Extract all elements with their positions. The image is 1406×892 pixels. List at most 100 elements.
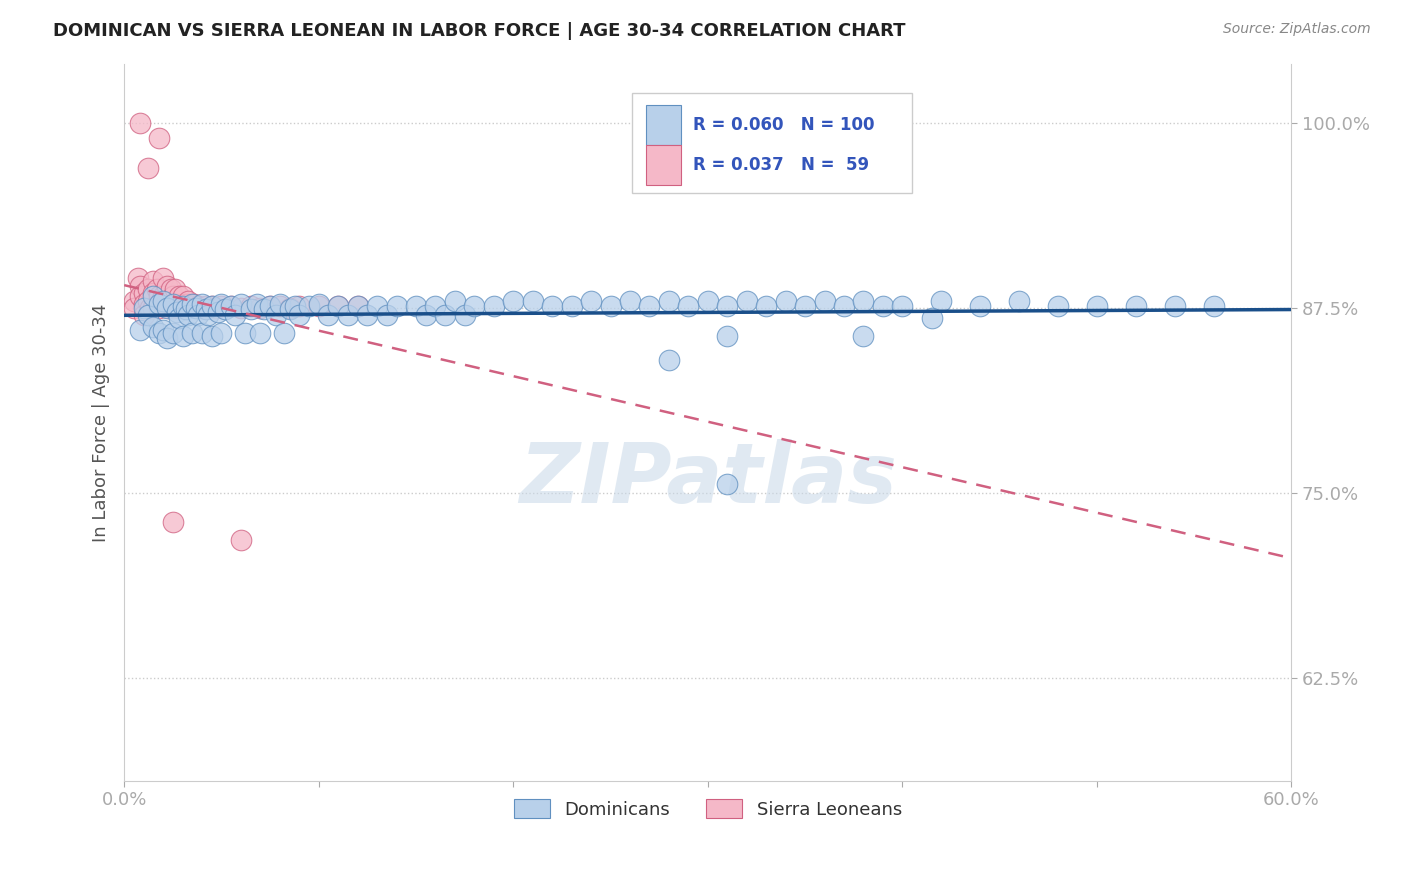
Point [167,301,190,315]
Point [716,476,738,491]
Point [201,300,224,314]
Point [152,293,174,308]
Point [356,309,378,323]
Point [328,300,350,314]
FancyBboxPatch shape [645,105,681,145]
Point [156,293,179,308]
Point [328,300,350,314]
Point [152,271,174,285]
Point [969,300,991,314]
Point [716,300,738,314]
Point [1164,300,1187,314]
FancyBboxPatch shape [645,145,681,185]
Point [148,289,170,303]
Point [775,293,797,308]
Point [346,300,368,314]
Point [405,300,427,314]
Point [211,326,233,340]
Point [444,293,467,308]
Point [211,296,233,310]
Point [434,309,457,323]
Point [142,320,165,334]
Point [146,282,169,296]
Point [219,300,242,314]
Point [152,323,174,337]
Legend: Dominicans, Sierra Leoneans: Dominicans, Sierra Leoneans [506,792,910,826]
Point [415,309,437,323]
Point [136,309,159,323]
Point [191,326,214,340]
Point [138,301,160,315]
Point [191,301,214,315]
Point [239,300,262,314]
Text: R = 0.060   N = 100: R = 0.060 N = 100 [693,116,875,134]
Point [197,309,219,323]
Point [425,300,447,314]
Point [318,309,340,323]
Point [929,293,952,308]
Point [177,309,200,323]
Point [541,300,564,314]
Point [132,286,155,301]
Point [148,326,170,340]
Text: ZIPatlas: ZIPatlas [519,440,897,520]
Point [233,326,256,340]
Y-axis label: In Labor Force | Age 30-34: In Labor Force | Age 30-34 [93,303,110,541]
Point [269,300,291,314]
Point [716,329,738,343]
Point [852,293,875,308]
Point [463,300,485,314]
Point [1085,300,1108,314]
Point [678,300,700,314]
Point [156,330,179,344]
FancyBboxPatch shape [631,93,912,193]
Point [152,289,174,303]
Point [229,296,252,310]
Point [194,302,217,317]
Text: Source: ZipAtlas.com: Source: ZipAtlas.com [1223,22,1371,37]
Point [148,131,170,145]
Point [128,323,150,337]
Point [502,293,524,308]
Point [264,309,287,323]
Point [167,289,190,303]
Point [136,282,159,296]
Point [522,293,544,308]
Point [204,301,226,315]
Point [245,296,267,310]
Point [794,300,817,314]
Text: DOMINICAN VS SIERRA LEONEAN IN LABOR FORCE | AGE 30-34 CORRELATION CHART: DOMINICAN VS SIERRA LEONEAN IN LABOR FOR… [53,22,905,40]
Point [207,305,229,319]
Point [253,302,276,317]
Point [128,278,150,293]
Point [269,296,291,310]
Point [891,300,914,314]
Point [219,300,242,314]
Point [191,296,214,310]
Point [284,300,307,314]
Point [172,300,194,314]
Point [162,326,184,340]
Point [127,271,149,285]
Point [156,278,179,293]
Point [832,300,855,314]
Point [176,302,198,317]
Point [122,293,145,308]
Point [136,161,159,175]
Point [288,300,311,314]
Point [482,300,505,314]
Point [162,289,184,303]
Point [153,296,176,310]
Point [638,300,661,314]
Point [142,274,165,288]
Point [619,293,641,308]
Point [148,296,170,310]
Point [156,301,179,315]
Point [186,301,208,315]
Point [194,300,217,314]
Point [150,293,173,308]
Point [579,293,602,308]
Point [211,300,233,314]
Point [755,300,778,314]
Point [375,309,398,323]
